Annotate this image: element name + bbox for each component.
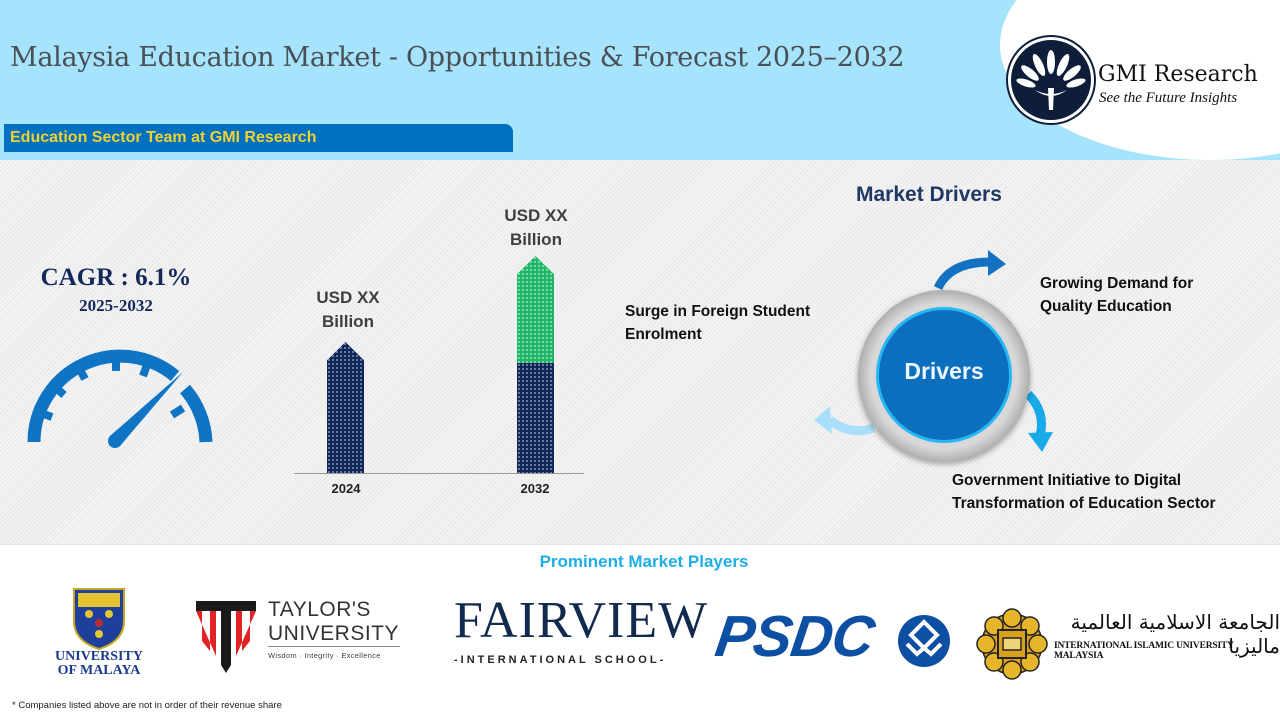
drivers-center-label: Drivers [904,358,984,384]
driver-growing-demand: Growing Demand for Quality Education [1040,272,1193,318]
bar-label-line: USD XX [316,288,380,307]
logo-line: OF MALAYA [57,663,141,678]
taylors-tagline: Wisdom · Integrity · Excellence [268,651,381,660]
speedometer-icon [27,349,213,448]
university-of-malaya-crest-icon [73,588,125,651]
driver-line: Quality Education [1040,298,1172,315]
bar-label-line: USD XX [504,206,568,225]
bar-label-line: Billion [510,230,562,249]
cycle-arrows-icon [814,250,1053,452]
driver-line: Transformation of Education Sector [952,495,1216,512]
brand-name: GMI Research [1098,62,1258,87]
driver-digital-transformation: Government Initiative to Digital Transfo… [952,469,1216,515]
brand-tagline: See the Future Insights [1099,90,1238,106]
players-title: Prominent Market Players [539,552,749,571]
driver-line: Surge in Foreign Student [625,303,811,320]
iium-logo: INTERNATIONAL ISLAMIC UNIVERSITY MALAYSI… [1054,641,1234,661]
university-of-malaya-logo: UNIVERSITY OF MALAYA [54,650,144,678]
market-size-chart: USD XX Billion USD XX Billion 2024 2032 [290,200,590,500]
driver-foreign-students: Surge in Foreign Student Enrolment [625,300,810,346]
logo-line: TAYLOR'S [268,598,371,621]
x-tick-2024: 2024 [331,481,361,496]
logo-line: UNIVERSITY [268,622,400,645]
x-axis [294,473,584,474]
footnote: * Companies listed above are not in orde… [12,700,282,711]
gmi-logo-icon [1008,37,1094,123]
bar-2032-base [517,363,554,473]
driver-line: Growing Demand for [1040,275,1194,292]
bar-label-line: Billion [322,312,374,331]
logo-line: UNIVERSITY [55,649,143,664]
page-title: Malaysia Education Market - Opportunitie… [10,42,905,73]
driver-line: Enrolment [625,326,702,343]
team-label-bar: Education Sector Team at GMI Research [4,124,513,152]
bar-2024 [327,342,364,473]
team-label: Education Sector Team at GMI Research [10,129,317,146]
taylors-university-logo: TAYLOR'S UNIVERSITY [268,598,399,646]
main-panel [0,160,1280,544]
psdc-emblem-icon [898,615,950,667]
bar-label-2024: USD XX Billion [293,286,403,334]
taylors-shield-icon [196,601,256,673]
x-tick-2032: 2032 [520,481,550,496]
taylors-divider [268,646,400,647]
cagr-value: CAGR : 6.1% [40,264,192,291]
psdc-logo: PSDC [711,604,878,669]
iium-arabic-name: الجامعة الاسلامية العالمية ماليزيا [1070,610,1280,658]
iium-emblem-icon [976,608,1048,680]
cagr-period: 2025-2032 [79,296,153,315]
fairview-logo: FAIRVIEW [454,592,709,649]
drivers-center: Drivers [876,307,1012,443]
market-drivers-title: Market Drivers [856,183,1002,206]
driver-line: Government Initiative to Digital [952,472,1182,489]
fairview-tagline: -INTERNATIONAL SCHOOL- [454,654,667,666]
bar-2032-growth [517,256,554,363]
bar-label-2032: USD XX Billion [481,204,591,252]
